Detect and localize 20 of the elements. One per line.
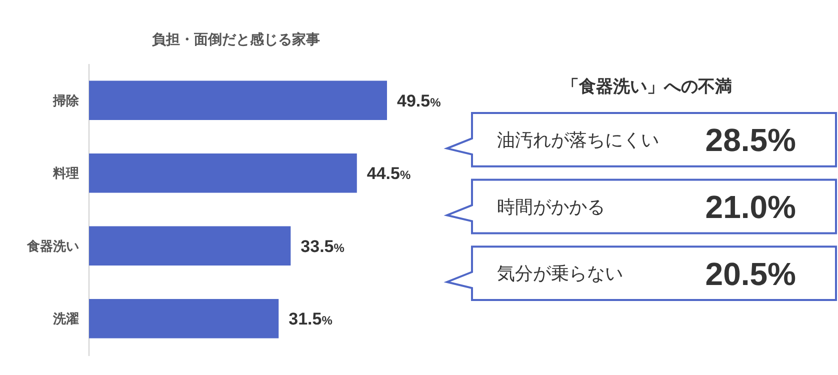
- y-tick-label: 料理: [52, 166, 79, 181]
- data-label: 44.5%: [366, 164, 411, 184]
- category-label: 時間がかかる: [497, 196, 605, 217]
- data-label: 20.5%: [705, 256, 796, 292]
- y-tick-label: 掃除: [52, 92, 80, 108]
- bar: [89, 298, 279, 338]
- bar: [89, 226, 291, 266]
- data-label: 33.5%: [300, 236, 345, 256]
- data-label: 49.5%: [397, 91, 442, 110]
- category-label: 気分が乗らない: [497, 264, 623, 284]
- chart-title: 負担・面倒だと感じる家事: [152, 31, 320, 47]
- data-label: 21.0%: [705, 189, 796, 226]
- y-tick-label: 洗濯: [52, 311, 79, 326]
- bar: [89, 80, 387, 120]
- category-label: 油汚れが落ちにくい: [497, 130, 659, 150]
- data-label: 31.5%: [288, 310, 333, 329]
- y-tick-label: 食器洗い: [26, 238, 79, 254]
- bar: [89, 153, 357, 193]
- data-label: 28.5%: [705, 122, 796, 158]
- text: 「食器洗い」への不満: [562, 77, 732, 96]
